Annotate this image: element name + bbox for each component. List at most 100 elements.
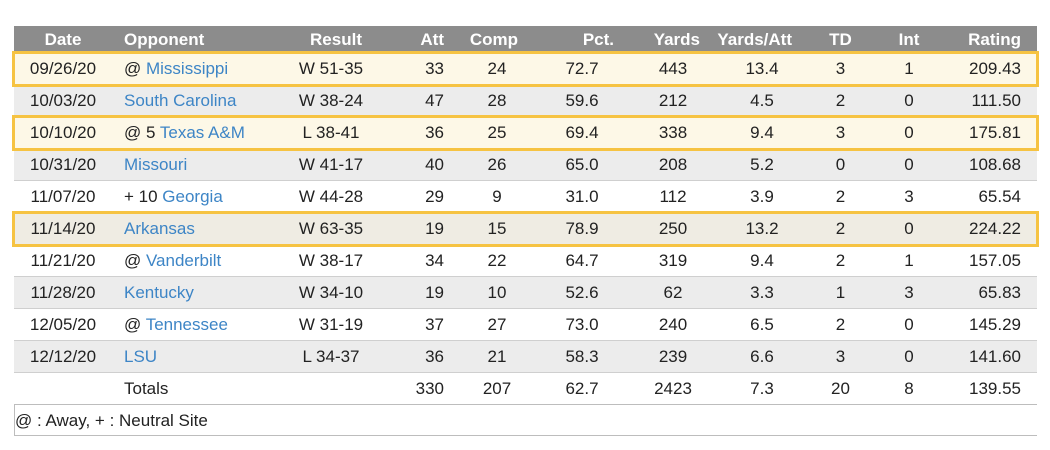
yards-cell: 212 bbox=[630, 84, 716, 117]
col-header-yards[interactable]: Yards bbox=[630, 26, 716, 53]
rating-cell: 65.54 bbox=[945, 180, 1037, 213]
comp-cell: 26 bbox=[460, 148, 534, 181]
totals-row: Totals 330 207 62.7 2423 7.3 20 8 139.55 bbox=[14, 372, 1037, 405]
totals-spacer bbox=[14, 372, 112, 405]
comp-cell: 27 bbox=[460, 308, 534, 341]
pct-cell: 59.6 bbox=[534, 84, 630, 117]
totals-label: Totals bbox=[112, 372, 284, 405]
ypa-cell: 9.4 bbox=[716, 244, 808, 277]
yards-cell: 338 bbox=[630, 116, 716, 149]
att-cell: 37 bbox=[378, 308, 460, 341]
opponent-prefix: @ bbox=[124, 58, 146, 78]
int-cell: 0 bbox=[873, 308, 945, 341]
opponent-prefix: @ bbox=[124, 250, 146, 270]
ypa-cell: 6.5 bbox=[716, 308, 808, 341]
col-header-comp[interactable]: Comp bbox=[460, 26, 534, 53]
yards-cell: 112 bbox=[630, 180, 716, 213]
td-cell: 0 bbox=[808, 148, 873, 181]
att-cell: 47 bbox=[378, 84, 460, 117]
col-header-opponent[interactable]: Opponent bbox=[112, 26, 284, 53]
col-header-int[interactable]: Int bbox=[873, 26, 945, 53]
game-rows: 09/26/20 @ Mississippi W 51-35 33 24 72.7 443 1… bbox=[14, 53, 1037, 373]
opponent-link[interactable]: Arkansas bbox=[124, 218, 195, 238]
opponent-cell: @ Tennessee bbox=[112, 308, 284, 341]
opponent-link[interactable]: Missouri bbox=[124, 154, 188, 174]
date-cell: 10/31/20 bbox=[14, 148, 112, 181]
date-cell: 11/28/20 bbox=[14, 276, 112, 309]
table-row: 11/21/20 @ Vanderbilt W 38-17 34 22 64.7 319 9.… bbox=[14, 244, 1037, 277]
opponent-cell: @ Mississippi bbox=[112, 53, 284, 85]
att-cell: 36 bbox=[378, 116, 460, 149]
opponent-link[interactable]: Tennessee bbox=[145, 314, 228, 334]
att-cell: 33 bbox=[378, 53, 460, 85]
int-cell: 0 bbox=[873, 340, 945, 373]
opponent-link[interactable]: South Carolina bbox=[124, 90, 237, 110]
int-cell: 0 bbox=[873, 212, 945, 245]
rating-cell: 108.68 bbox=[945, 148, 1037, 181]
totals-att: 330 bbox=[378, 372, 460, 405]
opponent-cell: @ Vanderbilt bbox=[112, 244, 284, 277]
int-cell: 3 bbox=[873, 180, 945, 213]
table-row: 12/12/20 LSU L 34-37 36 21 58.3 239 6.6 3 0 141.60 bbox=[14, 340, 1037, 373]
result-cell: L 38-41 bbox=[284, 116, 378, 149]
att-cell: 36 bbox=[378, 340, 460, 373]
att-cell: 29 bbox=[378, 180, 460, 213]
yards-cell: 62 bbox=[630, 276, 716, 309]
col-header-rating[interactable]: Rating bbox=[945, 26, 1037, 53]
opponent-cell: Kentucky bbox=[112, 276, 284, 309]
result-cell: W 31-19 bbox=[284, 308, 378, 341]
table-row: 11/28/20 Kentucky W 34-10 19 10 52.6 62 3.3 1 3 65… bbox=[14, 276, 1037, 309]
col-header-td[interactable]: TD bbox=[808, 26, 873, 53]
comp-cell: 22 bbox=[460, 244, 534, 277]
col-header-att[interactable]: Att bbox=[378, 26, 460, 53]
rating-cell: 175.81 bbox=[945, 116, 1037, 149]
col-header-pct[interactable]: Pct. bbox=[534, 26, 630, 53]
result-cell: W 34-10 bbox=[284, 276, 378, 309]
comp-cell: 28 bbox=[460, 84, 534, 117]
pct-cell: 58.3 bbox=[534, 340, 630, 373]
opponent-link[interactable]: Kentucky bbox=[124, 282, 194, 302]
rating-cell: 145.29 bbox=[945, 308, 1037, 341]
opponent-link[interactable]: Georgia bbox=[162, 186, 223, 206]
opponent-cell: + 10 Georgia bbox=[112, 180, 284, 213]
att-cell: 40 bbox=[378, 148, 460, 181]
opponent-cell: Missouri bbox=[112, 148, 284, 181]
ypa-cell: 13.2 bbox=[716, 212, 808, 245]
table-row: 10/10/20 @ 5 Texas A&M L 38-41 36 25 69.4 338 9… bbox=[14, 116, 1037, 149]
att-cell: 19 bbox=[378, 212, 460, 245]
date-cell: 11/14/20 bbox=[14, 212, 112, 245]
date-cell: 12/12/20 bbox=[14, 340, 112, 373]
col-header-date[interactable]: Date bbox=[14, 26, 112, 53]
comp-cell: 24 bbox=[460, 53, 534, 85]
comp-cell: 15 bbox=[460, 212, 534, 245]
rating-cell: 111.50 bbox=[945, 84, 1037, 117]
opponent-link[interactable]: Mississippi bbox=[145, 58, 229, 78]
table-row: 12/05/20 @ Tennessee W 31-19 37 27 73.0 240 6.5… bbox=[14, 308, 1037, 341]
opponent-prefix: @ bbox=[124, 314, 146, 334]
opponent-link[interactable]: LSU bbox=[124, 346, 158, 366]
comp-cell: 21 bbox=[460, 340, 534, 373]
result-cell: L 34-37 bbox=[284, 340, 378, 373]
totals-yards: 2423 bbox=[630, 372, 716, 405]
pct-cell: 72.7 bbox=[534, 53, 630, 85]
col-header-result[interactable]: Result bbox=[284, 26, 378, 53]
date-cell: 11/21/20 bbox=[14, 244, 112, 277]
passing-game-log-table: Date Opponent Result Att Comp Pct. Yards… bbox=[14, 26, 1037, 405]
yards-cell: 250 bbox=[630, 212, 716, 245]
pct-cell: 31.0 bbox=[534, 180, 630, 213]
col-header-yards-per-att[interactable]: Yards/Att bbox=[716, 26, 808, 53]
td-cell: 2 bbox=[808, 180, 873, 213]
rating-cell: 157.05 bbox=[945, 244, 1037, 277]
pct-cell: 64.7 bbox=[534, 244, 630, 277]
int-cell: 3 bbox=[873, 276, 945, 309]
att-cell: 34 bbox=[378, 244, 460, 277]
ypa-cell: 3.3 bbox=[716, 276, 808, 309]
table-row: 11/07/20 + 10 Georgia W 44-28 29 9 31.0 112 3.9… bbox=[14, 180, 1037, 213]
opponent-link[interactable]: Texas A&M bbox=[159, 122, 245, 142]
opponent-link[interactable]: Vanderbilt bbox=[145, 250, 222, 270]
result-cell: W 51-35 bbox=[284, 53, 378, 85]
ypa-cell: 4.5 bbox=[716, 84, 808, 117]
table-row: 10/03/20 South Carolina W 38-24 47 28 59.6 212… bbox=[14, 84, 1037, 117]
yards-cell: 240 bbox=[630, 308, 716, 341]
totals-rating: 139.55 bbox=[945, 372, 1037, 405]
